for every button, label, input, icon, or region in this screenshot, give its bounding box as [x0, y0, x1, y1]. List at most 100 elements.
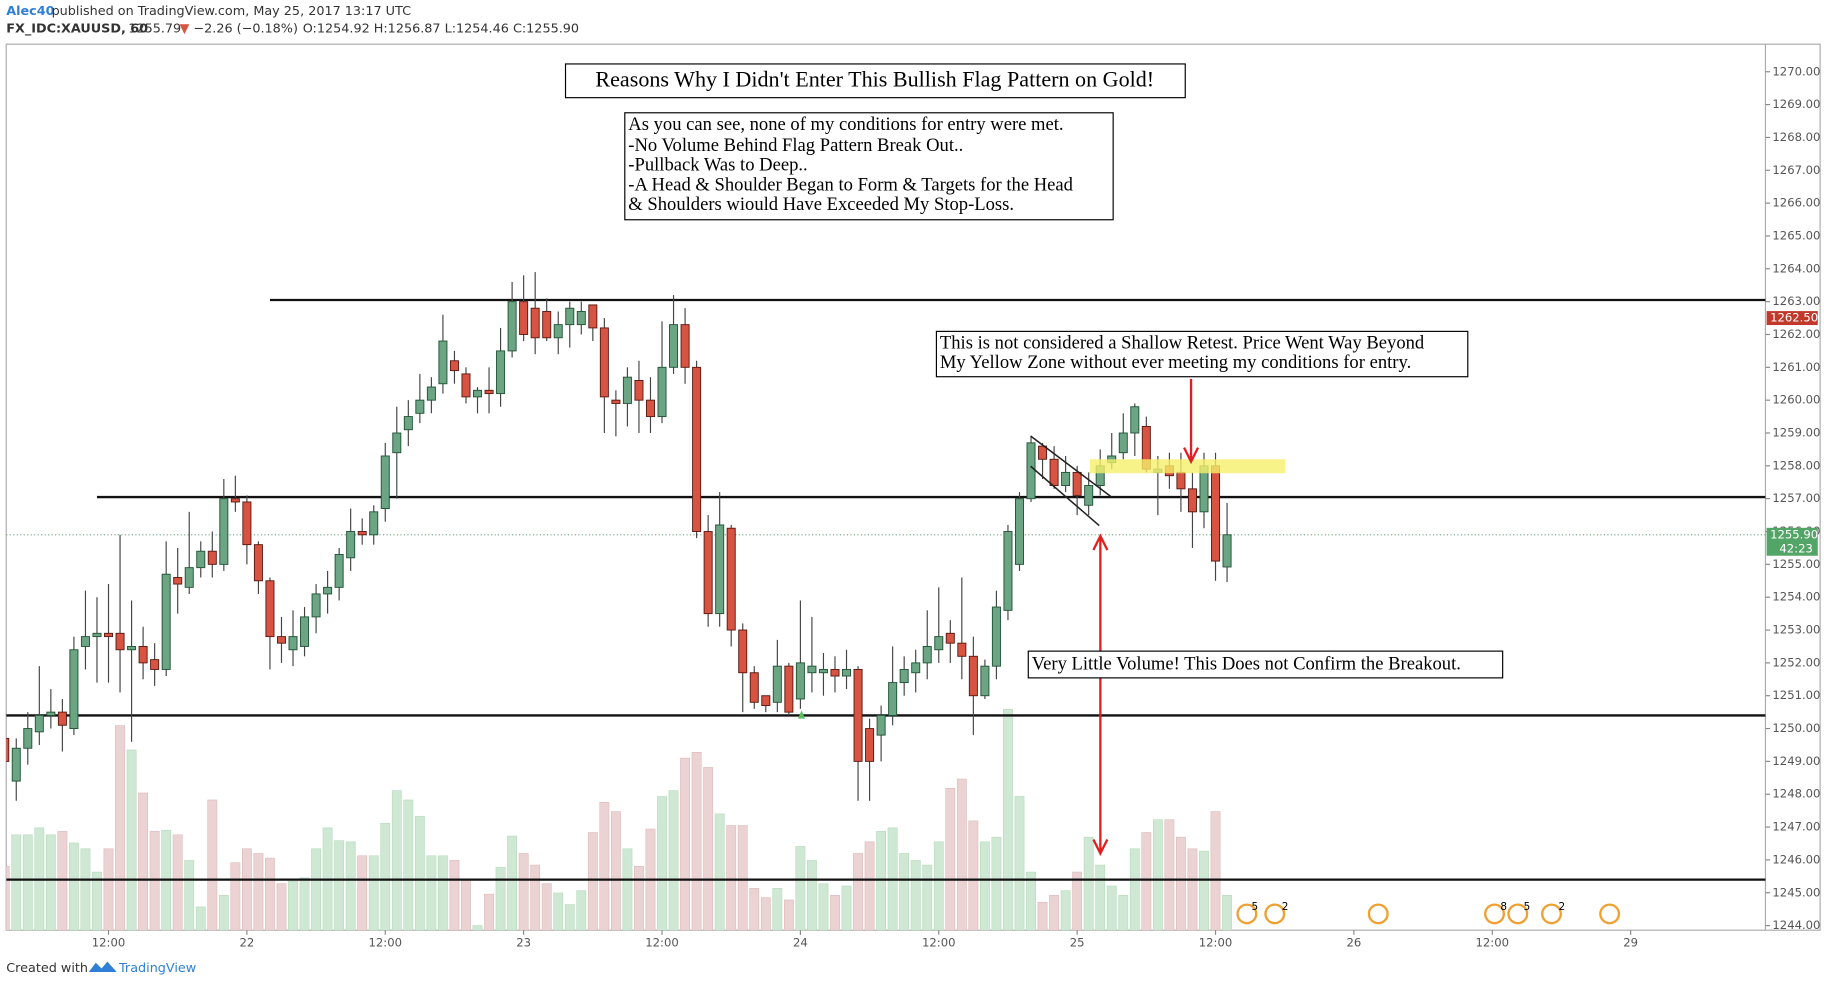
event-icon[interactable] [1599, 903, 1621, 925]
y-tick-label: 1254.00 [1772, 590, 1820, 604]
volume-bar [45, 834, 56, 931]
volume-bar [92, 871, 102, 931]
volume-bar [749, 888, 760, 931]
candle-body [323, 586, 333, 595]
candle-body [161, 573, 171, 670]
yellow-zone [1089, 459, 1286, 474]
candle-body [1084, 485, 1094, 506]
event-icon[interactable] [1484, 903, 1505, 925]
candle-body [680, 324, 690, 368]
candle-body [795, 662, 805, 700]
candle-body [991, 606, 1001, 667]
volume-bar [172, 834, 183, 931]
author[interactable]: Alec40 [6, 4, 54, 19]
candle-body [957, 642, 967, 657]
y-tick-label: 1245.00 [1772, 885, 1820, 899]
volume-bar [530, 864, 541, 931]
volume-bar [795, 846, 806, 931]
candle-body [1118, 432, 1128, 454]
event-count: 2 [1282, 901, 1289, 913]
candle-body [853, 668, 863, 762]
volume-bar [126, 749, 137, 931]
candle-body [818, 668, 828, 674]
candle-body [380, 455, 390, 509]
candle-body [830, 668, 840, 677]
flag-line [1030, 465, 1100, 527]
volume-bar [841, 885, 852, 931]
event-icon[interactable] [1236, 903, 1258, 925]
candle-body [772, 665, 782, 703]
volume-bar [910, 860, 921, 931]
logo [88, 961, 117, 973]
volume-bar [680, 757, 690, 931]
candle-body [369, 511, 379, 536]
candle-body [634, 379, 644, 401]
candle-body [46, 711, 56, 716]
y-tick-label: 1269.00 [1772, 97, 1820, 111]
x-tick-label: 26 [1347, 935, 1362, 949]
volume-bar [991, 836, 1002, 931]
volume-bar [253, 853, 264, 931]
flag-line [1030, 435, 1112, 498]
volume-bar [691, 751, 702, 931]
volume-bar [922, 864, 933, 931]
last-price-label: 1255.90 [1770, 527, 1818, 541]
title-box [564, 63, 1186, 99]
y-tick-label: 1259.00 [1772, 426, 1820, 440]
volume-bar [714, 813, 725, 931]
price-label-box [1766, 311, 1818, 326]
volume-bar [1164, 819, 1175, 931]
volume-bar [138, 792, 149, 931]
candle-body [599, 327, 609, 398]
candle-body [888, 682, 898, 716]
symbol: FX_IDC:XAUUSD, 60 [6, 22, 148, 37]
volume-bar [1037, 901, 1048, 931]
candle-body [438, 340, 448, 385]
volume-bar [1106, 885, 1117, 931]
volume-bar [807, 860, 817, 931]
volume-bar [69, 842, 79, 931]
footer-brand[interactable]: TradingView [118, 961, 196, 976]
candle-body [692, 366, 702, 532]
volume-bar [1014, 796, 1025, 931]
volume-bar [265, 857, 275, 931]
event-icon[interactable] [1507, 903, 1529, 925]
candle-body [611, 399, 621, 404]
events: 5 2 8 5 2 [1236, 901, 1621, 925]
candle-body [1222, 534, 1232, 568]
candle-body [749, 672, 759, 703]
x-tick-label: 23 [516, 935, 531, 949]
candle-body [1049, 458, 1059, 487]
volume-bar [472, 925, 483, 931]
candle-body [980, 665, 990, 697]
candle-body [876, 714, 886, 736]
y-tick-label: 1244.00 [1772, 918, 1820, 932]
y-tick-label: 1250.00 [1772, 721, 1820, 735]
note-line: -Pullback Was to Deep.. [628, 155, 807, 176]
candle-body [11, 747, 21, 782]
candle-body [403, 416, 413, 431]
marker [798, 710, 806, 719]
volume-bar [1176, 836, 1186, 931]
volume-bar [276, 883, 287, 931]
volume-bar [1003, 708, 1013, 931]
event-icon[interactable] [1541, 903, 1562, 925]
volume-bar [115, 725, 125, 931]
candle-body [196, 550, 206, 569]
y-tick-label: 1262.00 [1772, 327, 1820, 341]
candle-body [115, 632, 125, 651]
y-tick-label: 1258.00 [1772, 458, 1820, 472]
candle-body [1026, 442, 1036, 500]
event-icon[interactable] [1367, 903, 1389, 925]
level-layer [6, 298, 1766, 881]
candle-body [150, 659, 160, 670]
candle-body [865, 728, 875, 762]
volume-bar [449, 860, 460, 931]
event-icon[interactable] [1264, 903, 1286, 925]
candle-body [415, 399, 425, 414]
candle-body [530, 307, 540, 339]
price: 1255.79 [128, 22, 181, 37]
volume-bar [772, 888, 783, 931]
candle-body [565, 307, 575, 326]
candle-body [899, 668, 909, 684]
